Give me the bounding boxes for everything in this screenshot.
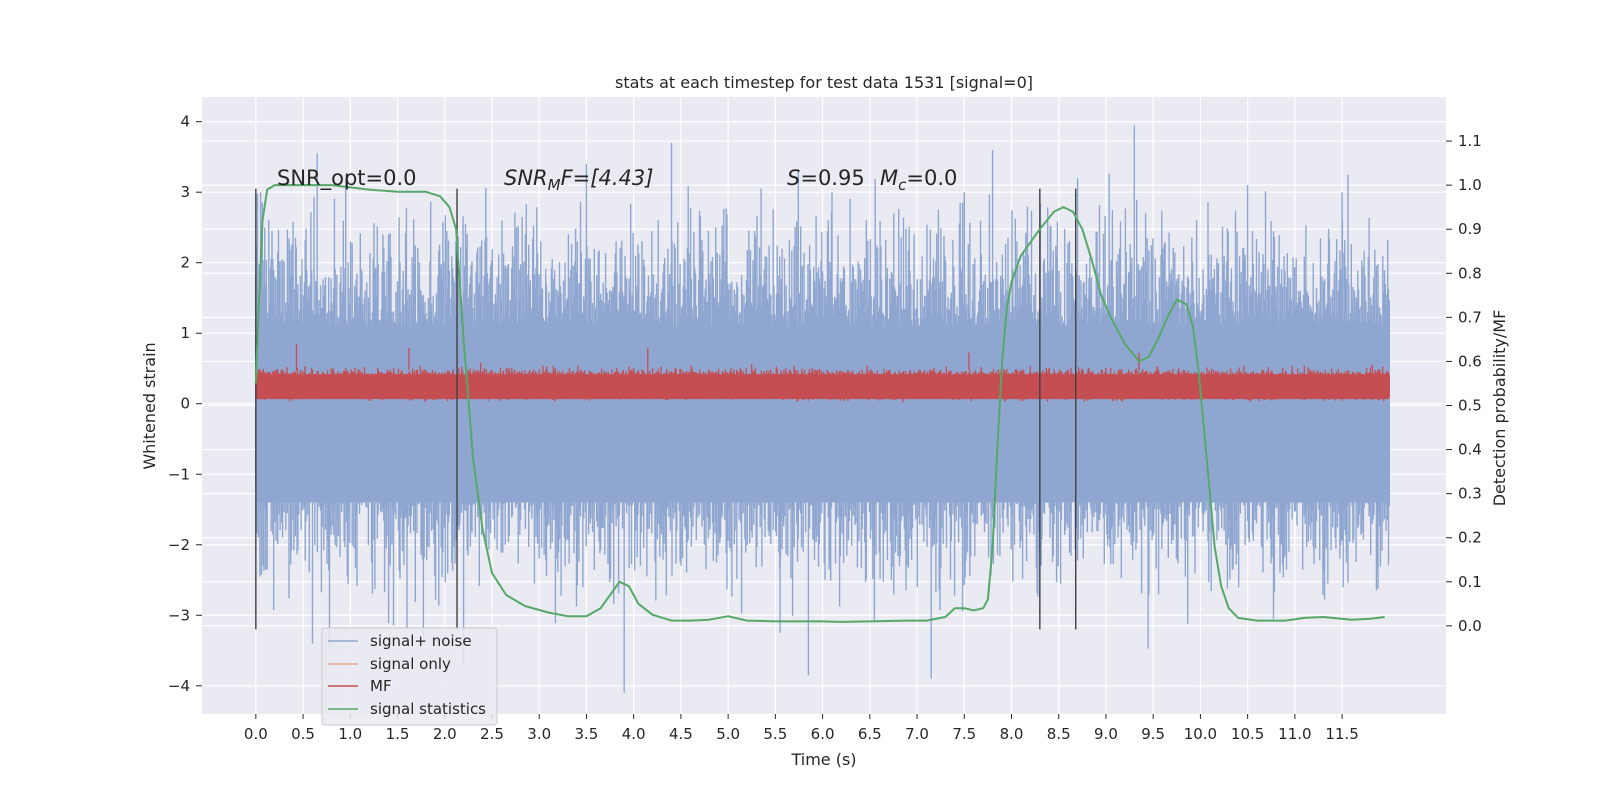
annotation-mc-value: =0.0 [906, 166, 957, 190]
series-signal-statistics [254, 184, 1385, 623]
x-tick-label-13: 6.5 [858, 725, 882, 743]
x-tick-label-4: 2.0 [433, 725, 457, 743]
y-right-tick-label-10: 1.0 [1458, 176, 1482, 194]
annotation-snr-mf: SNRMF=[4.43] [504, 166, 653, 194]
y-right-tick-label-0: 0.0 [1458, 617, 1482, 635]
legend-label-signal-only: signal only [370, 655, 451, 673]
y-right-tick-label-4: 0.4 [1458, 441, 1482, 459]
annotation-snr-mf-symbol: SNR [504, 166, 548, 190]
x-tick-label-23: 11.5 [1325, 725, 1358, 743]
x-tick-label-21: 10.5 [1231, 725, 1264, 743]
y-left-tick-label-6: 2 [180, 254, 190, 272]
vertical-markers [255, 188, 1077, 630]
annotation-s-value: =0.95 [800, 166, 864, 190]
x-tick-label-18: 9.0 [1094, 725, 1118, 743]
y-left-tick-label-7: 3 [180, 183, 190, 201]
y-right-tick-label-7: 0.7 [1458, 308, 1482, 326]
legend: signal+ noise signal only MF signal stat… [321, 627, 498, 726]
y-left-axis-ticks: −4 −3 −2 −1 0 1 2 3 4 [168, 113, 202, 695]
x-tick-label-10: 5.0 [716, 725, 740, 743]
annotation-mc-subscript: c [898, 176, 907, 194]
x-tick-label-11: 5.5 [763, 725, 787, 743]
annotation-mc: Mc=0.0 [880, 166, 957, 194]
x-tick-label-16: 8.0 [1000, 725, 1024, 743]
x-tick-label-8: 4.0 [622, 725, 646, 743]
x-tick-label-6: 3.0 [527, 725, 551, 743]
x-tick-label-12: 6.0 [811, 725, 835, 743]
x-tick-label-15: 7.5 [952, 725, 976, 743]
annotation-s-symbol: S [787, 166, 800, 190]
y-left-tick-label-5: 1 [180, 324, 190, 342]
y-right-tick-label-5: 0.5 [1458, 397, 1482, 415]
chart-title: stats at each timestep for test data 153… [615, 73, 1033, 92]
annotation-mc-symbol: M [880, 166, 898, 190]
x-tick-label-20: 10.0 [1184, 725, 1217, 743]
legend-label-mf: MF [370, 677, 392, 695]
x-tick-label-9: 4.5 [669, 725, 693, 743]
x-axis-ticks: 0.0 0.5 1.0 1.5 2.0 2.5 3.0 3.5 4.0 4.5 5.0 5.5 6.0 6… [244, 714, 1359, 743]
y-right-tick-label-1: 0.1 [1458, 573, 1482, 591]
y-left-tick-label-0: −4 [168, 677, 190, 695]
y-left-tick-label-8: 4 [180, 113, 190, 131]
y-right-tick-label-3: 0.3 [1458, 485, 1482, 503]
legend-label-signal-noise: signal+ noise [370, 632, 472, 650]
series-signal-noise [255, 125, 1390, 693]
x-tick-label-22: 11.0 [1278, 725, 1311, 743]
y-left-tick-label-2: −2 [168, 536, 190, 554]
y-left-axis-label: Whitened strain [140, 342, 159, 469]
y-left-tick-label-3: −1 [168, 465, 190, 483]
x-tick-label-5: 2.5 [480, 725, 504, 743]
legend-box [321, 627, 498, 726]
x-tick-label-0: 0.0 [244, 725, 268, 743]
y-right-axis-label: Detection probability/MF [1490, 310, 1509, 507]
x-axis-label: Time (s) [790, 750, 856, 769]
annotation-s: S=0.95 [787, 166, 865, 190]
legend-label-signal-statistics: signal statistics [370, 700, 486, 718]
x-tick-label-19: 9.5 [1141, 725, 1165, 743]
annotation-snr-opt: SNR_opt=0.0 [277, 166, 417, 191]
y-left-tick-label-4: 0 [180, 395, 190, 413]
y-right-tick-label-2: 0.2 [1458, 529, 1482, 547]
y-right-tick-label-8: 0.8 [1458, 264, 1482, 282]
y-right-axis-ticks: 0.0 0.1 0.2 0.3 0.4 0.5 0.6 0.7 0.8 0.9 1.0 1.1 [1446, 132, 1482, 635]
y-right-tick-label-6: 0.6 [1458, 352, 1482, 370]
x-tick-label-14: 7.0 [905, 725, 929, 743]
annotation-snr-mf-subscript: M [548, 176, 561, 194]
signal-statistics-line [254, 184, 1385, 623]
y-right-tick-label-11: 1.1 [1458, 132, 1482, 150]
x-tick-label-2: 1.0 [338, 725, 362, 743]
x-tick-label-1: 0.5 [291, 725, 315, 743]
y-right-tick-label-9: 0.9 [1458, 220, 1482, 238]
y-left-tick-label-1: −3 [168, 606, 190, 624]
x-tick-label-3: 1.5 [386, 725, 410, 743]
x-tick-label-7: 3.5 [575, 725, 599, 743]
x-tick-label-17: 8.5 [1047, 725, 1071, 743]
annotation-snr-mf-value: F=[4.43] [561, 166, 654, 190]
